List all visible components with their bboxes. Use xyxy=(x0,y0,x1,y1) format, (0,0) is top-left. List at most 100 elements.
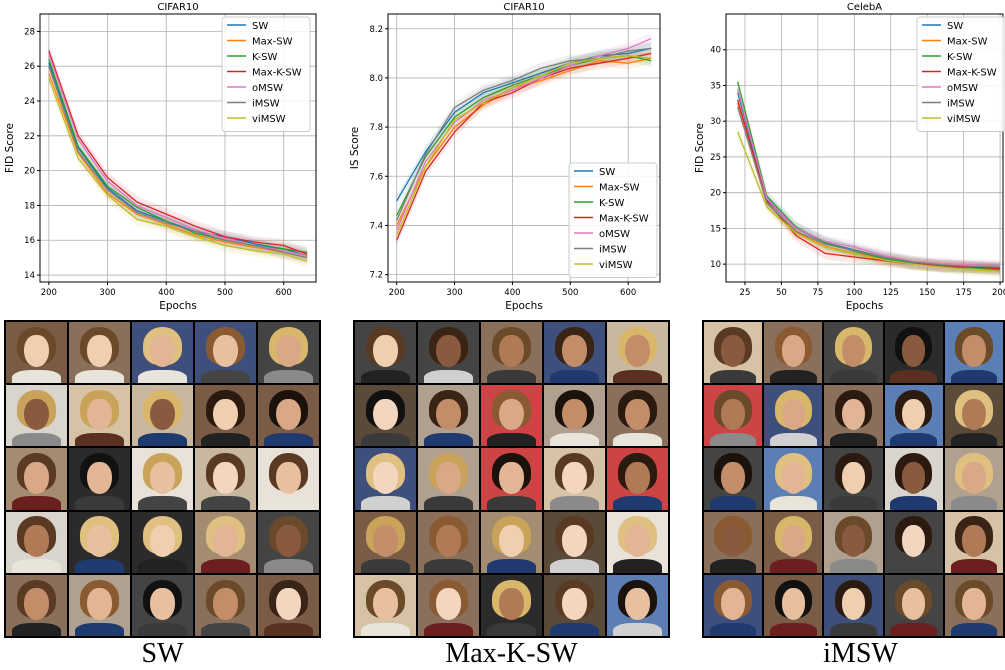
legend-label: SW xyxy=(947,21,963,32)
x-tick-label: 600 xyxy=(620,288,636,298)
face-skin xyxy=(24,398,49,431)
face-shoulders xyxy=(201,369,250,384)
y-tick-label: 7.6 xyxy=(369,172,383,182)
face-shoulders xyxy=(424,496,473,510)
face-shoulders xyxy=(550,559,599,573)
x-tick-label: 150 xyxy=(919,288,935,298)
face-sample-image xyxy=(544,322,605,384)
y-tick-label: 14 xyxy=(24,271,35,281)
face-shoulders xyxy=(12,369,61,384)
face-shoulders xyxy=(613,369,662,384)
face-skin xyxy=(902,588,926,621)
face-shoulders xyxy=(487,622,536,636)
face-shoulders xyxy=(709,622,757,636)
face-shoulders xyxy=(550,369,599,384)
face-shoulders xyxy=(75,369,124,384)
face-shoulders xyxy=(487,432,536,447)
y-tick-label: 24 xyxy=(24,97,35,107)
face-skin xyxy=(962,525,986,557)
y-tick-label: 8.2 xyxy=(369,25,383,35)
face-sample-image xyxy=(195,511,256,573)
chart-celeba-fid: 25 50 75 100 125 150 175 200 10 15 20 25 30 35 40 Celeb… xyxy=(690,0,1005,312)
face-shoulders xyxy=(361,496,410,510)
face-shoulders xyxy=(890,369,937,384)
face-sample-image xyxy=(824,448,883,510)
chart-cifar10-fid: 200 300 400 500 600 14 16 18 20 22 24 26 28 CIFAR10 Ep… xyxy=(0,0,335,312)
face-skin xyxy=(276,525,301,557)
face-skin xyxy=(150,398,175,431)
face-sample-image xyxy=(704,322,763,384)
face-skin xyxy=(625,398,650,431)
face-shoulders xyxy=(75,622,124,636)
y-tick-label: 30 xyxy=(710,117,721,127)
face-sample-image xyxy=(69,511,130,573)
series-band xyxy=(737,86,1001,274)
face-sample-image xyxy=(69,448,130,510)
legend-label: viMSW xyxy=(252,114,286,125)
series-band xyxy=(48,67,308,264)
face-skin xyxy=(213,461,238,494)
legend-label: Max-K-SW xyxy=(252,68,302,79)
x-tick-label: 200 xyxy=(389,288,405,298)
face-skin xyxy=(781,588,805,621)
face-skin xyxy=(24,588,49,621)
face-sample-image xyxy=(481,322,542,384)
legend-label: iMSW xyxy=(947,99,975,110)
face-shoulders xyxy=(950,622,998,636)
face-sample-image xyxy=(704,574,763,636)
y-tick-label: 20 xyxy=(710,189,721,199)
face-shoulders xyxy=(138,622,187,636)
face-skin xyxy=(499,398,524,431)
face-skin xyxy=(562,335,587,368)
face-sample-image xyxy=(355,385,416,447)
face-shoulders xyxy=(830,622,877,636)
x-tick-label: 500 xyxy=(217,288,233,298)
face-shoulders xyxy=(950,559,998,573)
face-shoulders xyxy=(890,432,937,447)
face-skin xyxy=(562,461,587,494)
face-shoulders xyxy=(424,559,473,573)
face-shoulders xyxy=(12,622,61,636)
face-skin xyxy=(373,335,398,368)
face-sample-image xyxy=(258,574,319,636)
face-sample-image xyxy=(418,322,479,384)
legend-label: oMSW xyxy=(599,229,630,240)
legend-label: Max-SW xyxy=(252,37,293,48)
face-skin xyxy=(562,525,587,557)
chart-legend: SW Max-SW K-SW Max-K-SW oMSW iMSW viMSW xyxy=(916,16,1005,132)
face-skin xyxy=(87,525,112,557)
face-sample-image xyxy=(764,574,823,636)
face-sample-image xyxy=(944,448,1003,510)
face-sample-image xyxy=(258,385,319,447)
face-sample-image xyxy=(944,322,1003,384)
face-shoulders xyxy=(613,432,662,447)
face-sample-image xyxy=(6,574,67,636)
face-skin xyxy=(276,461,301,494)
face-sample-image xyxy=(607,385,668,447)
face-sample-image xyxy=(544,511,605,573)
face-skin xyxy=(625,335,650,368)
face-skin xyxy=(87,398,112,431)
face-shoulders xyxy=(830,432,877,447)
caption-sw: SW xyxy=(141,638,184,669)
series-line-max-k-sw xyxy=(396,52,652,241)
face-sample-image xyxy=(355,511,416,573)
face-sample-image xyxy=(764,511,823,573)
face-skin xyxy=(721,398,745,431)
face-sample-image xyxy=(418,448,479,510)
face-skin xyxy=(276,335,301,368)
face-shoulders xyxy=(75,559,124,573)
face-shoulders xyxy=(264,622,313,636)
face-sample-image xyxy=(6,448,67,510)
face-skin xyxy=(436,525,461,557)
face-sample-image xyxy=(884,322,943,384)
face-shoulders xyxy=(424,622,473,636)
face-skin xyxy=(721,588,745,621)
face-shoulders xyxy=(138,559,187,573)
face-skin xyxy=(24,335,49,368)
face-sample-image xyxy=(704,385,763,447)
face-sample-image xyxy=(258,322,319,384)
face-shoulders xyxy=(201,432,250,447)
face-sample-image xyxy=(132,448,193,510)
face-sample-image xyxy=(195,322,256,384)
